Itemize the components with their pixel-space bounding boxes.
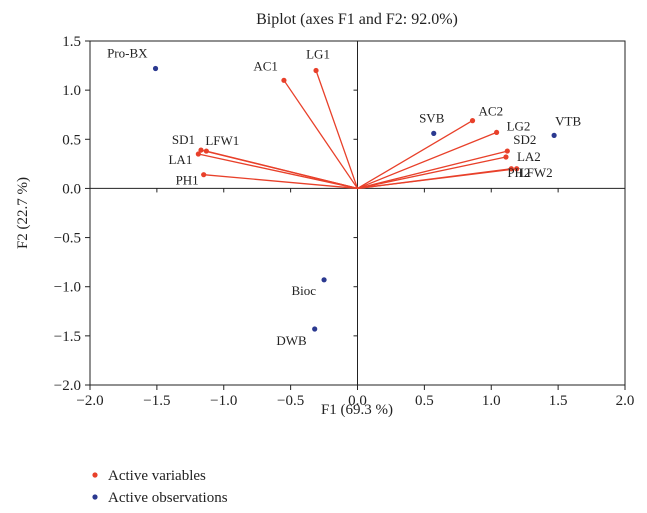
x-axis-label: F1 (69.3 %): [321, 402, 393, 418]
label-lfw1: LFW1: [205, 133, 239, 148]
label-dwb: DWB: [276, 333, 307, 348]
vector-ac2: [357, 120, 473, 189]
x-tick-label: −1.0: [210, 393, 237, 409]
point-ac1: [281, 77, 287, 83]
y-tick-label: −0.5: [54, 231, 81, 247]
legend-marker-active-variables: [92, 472, 98, 478]
point-sd2: [504, 148, 510, 154]
axis-ticks: −2.0 −1.5 −1.0 −0.5 0.0 0.5 1.0 1.5 2.0 −2.0 −1.5 −…: [54, 34, 635, 409]
x-tick-label: 2.0: [616, 393, 635, 409]
x-tick-label: −0.5: [277, 393, 304, 409]
x-tick-label: −2.0: [76, 393, 103, 409]
legend-label-active-observations: Active observations: [108, 490, 228, 506]
label-svb: SVB: [419, 110, 445, 125]
vector-la1: [198, 153, 358, 190]
point-lfw1: [203, 148, 209, 154]
x-tick-label: 1.0: [482, 393, 501, 409]
data-points: [152, 65, 557, 332]
vector-lfw2: [357, 168, 517, 190]
vector-sd2: [357, 150, 508, 190]
label-vtb: VTB: [555, 113, 581, 128]
legend-label-active-variables: Active variables: [108, 468, 206, 484]
chart-title: Biplot (axes F1 and F2: 92.0%): [256, 11, 458, 28]
point-vtb: [551, 132, 557, 138]
point-la2: [503, 154, 509, 160]
legend-marker-active-observations: [92, 494, 98, 500]
label-bioc: Bioc: [292, 283, 317, 298]
label-ac2: AC2: [479, 104, 504, 119]
vector-ac1: [283, 79, 359, 189]
label-pro-bx: Pro-BX: [107, 46, 148, 61]
plot-frame: [89, 40, 626, 386]
label-la2: LA2: [517, 149, 541, 164]
label-sd1: SD1: [172, 132, 195, 147]
y-tick-label: −2.0: [54, 378, 81, 394]
label-la1: LA1: [168, 152, 192, 167]
legend: Active variables Active observations: [92, 468, 228, 506]
point-dwb: [312, 326, 318, 332]
x-tick-label: 0.5: [415, 393, 434, 409]
point-sd1: [198, 147, 204, 153]
point-ph2: [508, 166, 514, 172]
x-tick-label: 0.0: [348, 393, 367, 409]
y-tick-label: 1.5: [62, 34, 81, 50]
vector-lg2: [357, 131, 497, 190]
x-tick-label: −1.5: [143, 393, 170, 409]
vector-lfw1: [206, 150, 358, 190]
label-ph2: PH2: [507, 165, 530, 180]
y-tick-label: −1.5: [54, 329, 81, 345]
label-lg2: LG2: [507, 118, 531, 133]
label-sd2: SD2: [513, 132, 536, 147]
point-la1: [195, 151, 201, 157]
point-pro-bx: [152, 65, 159, 72]
point-ph1: [201, 172, 207, 178]
vector-lg1: [315, 70, 359, 189]
y-axis-label: F2 (22.7 %): [15, 177, 31, 249]
x-tick-label: 1.5: [549, 393, 568, 409]
point-bioc: [321, 277, 327, 283]
point-lg1: [313, 67, 319, 74]
label-lg1: LG1: [306, 46, 330, 61]
point-lfw2: [514, 166, 520, 172]
label-lfw2: LFW2: [519, 165, 553, 180]
y-tick-label: 0.0: [62, 181, 81, 197]
vector-ph1: [203, 174, 358, 190]
variable-vectors: [198, 70, 517, 190]
label-ac1: AC1: [253, 58, 278, 73]
y-tick-label: 0.5: [62, 132, 81, 148]
y-tick-label: 1.0: [62, 83, 81, 99]
point-lg2: [494, 129, 500, 136]
y-tick-label: −1.0: [54, 280, 81, 296]
point-ac2: [469, 118, 476, 124]
point-svb: [431, 130, 437, 136]
label-ph1: PH1: [176, 173, 199, 188]
vector-la2: [357, 156, 507, 190]
